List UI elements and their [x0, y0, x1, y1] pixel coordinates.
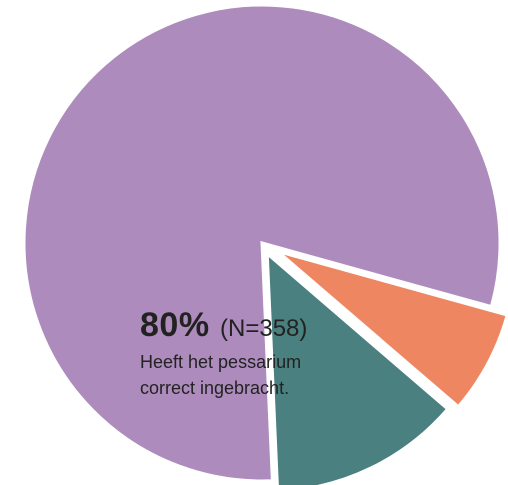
slice-description: Heeft het pessarium correct ingebracht. — [140, 349, 307, 401]
slice-label-main: 80% (N=358) Heeft het pessarium correct … — [140, 306, 307, 401]
slice-description-line-1: Heeft het pessarium — [140, 352, 302, 372]
pie-slice-2 — [265, 250, 450, 485]
pie-slice-1 — [22, 3, 502, 483]
slice-count: (N=358) — [220, 315, 308, 342]
slice-percentage: 80% — [140, 306, 210, 344]
pie-slice-3 — [276, 250, 508, 409]
slice-description-line-2: correct ingebracht. — [140, 378, 290, 398]
